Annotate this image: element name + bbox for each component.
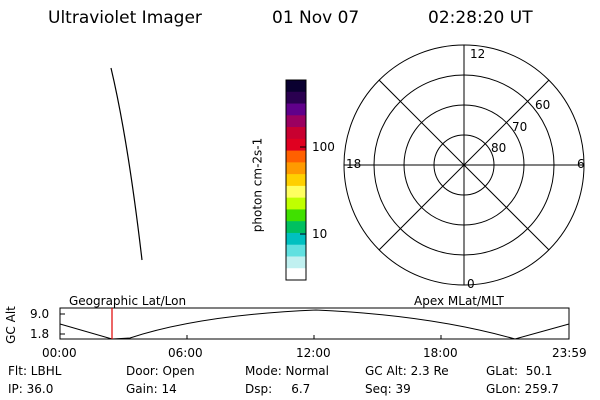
y-tick-1-8: 1.8 [30,327,50,341]
geographic-label: Geographic Lat/Lon [69,294,187,308]
door-info: Door: Open [126,364,195,378]
colorbar-segment [286,103,306,116]
ip-info: IP: 36.0 [8,382,54,396]
polar-plot [343,44,585,286]
time-label: 02:28:20 UT [428,8,533,28]
colorbar-segment [286,268,306,281]
date-label: 01 Nov 07 [272,8,360,28]
colorbar-segment [286,256,306,269]
x-tick-1800: 18:00 [423,346,458,360]
mlt-label-0: 0 [467,277,475,291]
colorbar-segment [286,232,306,246]
orbit-panel-frame [59,307,570,340]
mlt-label-6: 6 [577,157,585,171]
flt-info: Flt: LBHL [8,364,62,378]
colorbar-segment [286,197,306,210]
glat-info: GLat: 50.1 [486,364,553,378]
x-tick-1200: 12:00 [296,346,331,360]
mlt-label-12: 12 [470,47,486,61]
colorbar-segment [286,185,306,199]
colorbar-segment [286,221,306,234]
colorbar-segment [286,244,306,257]
polar-diagonal-2 [378,79,550,251]
limb-curve [110,67,143,261]
mode-info: Mode: Normal [245,364,329,378]
gain-info: Gain: 14 [126,382,177,396]
colorbar-segment [286,150,306,163]
seq-info: Seq: 39 [365,382,411,396]
orbit-altitude-curve [59,309,570,340]
colorbar [286,80,306,281]
colorbar-segment [286,138,306,152]
colorbar-segment [286,162,306,175]
instrument-title: Ultraviolet Imager [48,8,202,28]
x-tick-0600: 06:00 [168,346,203,360]
dsp-info: Dsp: 6.7 [245,382,311,396]
apex-label: Apex MLat/MLT [414,294,504,308]
gc-alt-axis-label: GC Alt [3,306,18,344]
y-tick-9: 9.0 [30,307,50,321]
ring-label-70: 70 [512,120,528,134]
colorbar-segment [286,115,306,128]
x-tick-0000: 00:00 [42,346,77,360]
colorbar-segment [286,174,306,187]
colorbar-frame [285,79,307,281]
x-tick-2359: 23:59 [552,346,587,360]
mlt-label-18: 18 [346,157,362,171]
gc-alt-info: GC Alt: 2.3 Re [365,364,449,378]
ring-label-80: 80 [491,141,507,155]
ring-label-60: 60 [535,98,551,112]
colorbar-segment [286,80,306,93]
colorbar-segment [286,91,306,105]
colorbar-segment [286,209,306,222]
colorbar-segment [286,127,306,140]
colorbar-tick-100: 100 [312,140,335,154]
colorbar-tick-10: 10 [312,227,328,241]
glon-info: GLon: 259.7 [486,382,559,396]
colorbar-unit-label: photon cm-2s-1 [250,137,265,233]
